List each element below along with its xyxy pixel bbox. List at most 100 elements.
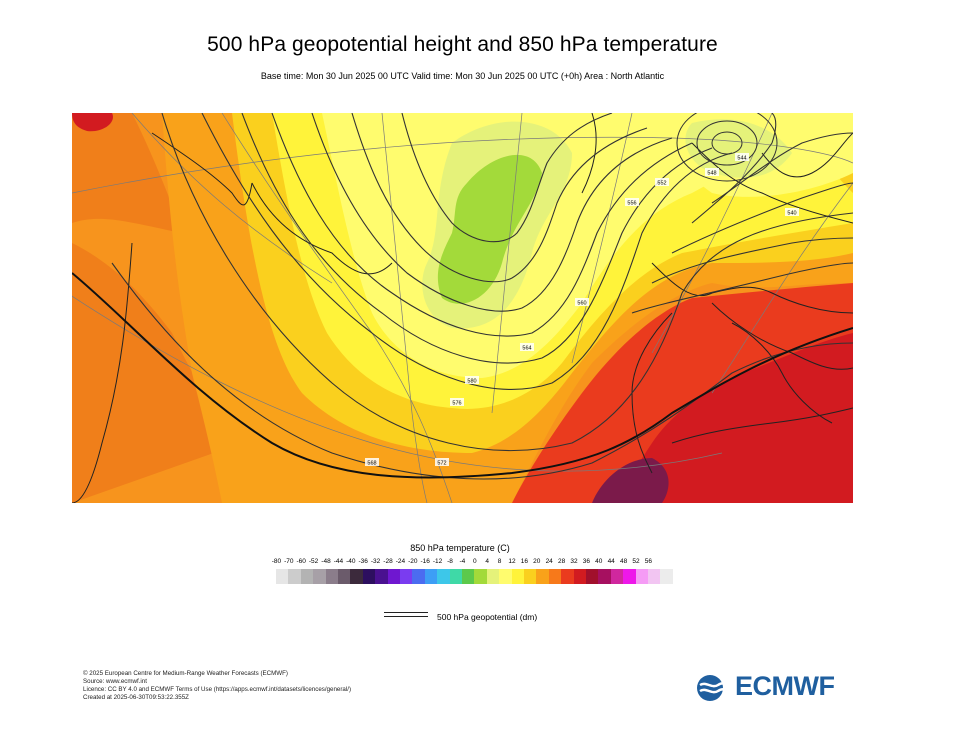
temp-field-20-24-nw <box>72 113 182 233</box>
legend-tick-label: -4 <box>459 558 466 565</box>
contour-value-label: 560 <box>575 298 589 307</box>
legend-swatch <box>276 569 289 584</box>
legend-tick-label: -28 <box>383 558 393 565</box>
legend-swatch <box>548 569 562 584</box>
legend-swatch <box>586 569 599 584</box>
legend-swatch <box>313 569 326 584</box>
legend-swatch <box>524 569 537 584</box>
contour-value-label: 576 <box>450 398 464 407</box>
legend-swatch <box>610 569 624 584</box>
legend-tick-label: -12 <box>432 558 443 565</box>
temp-field-pale-green-east <box>685 119 792 178</box>
contour-value-label: 580 <box>465 376 479 385</box>
temp-field-hot-nw <box>72 113 113 132</box>
svg-text:568: 568 <box>367 461 376 467</box>
legend-tick-label: 32 <box>570 558 578 565</box>
legend-tick-label: -44 <box>333 558 344 565</box>
legend-swatch <box>474 569 488 584</box>
legend-swatch <box>486 569 500 584</box>
legend-tick-label: 24 <box>545 558 553 565</box>
contour-value-label: 544 <box>735 153 749 162</box>
legend-swatch <box>462 569 475 584</box>
legend-tick-label: 28 <box>557 558 566 565</box>
svg-text:572: 572 <box>437 461 446 467</box>
chart-subtitle: Base time: Mon 30 Jun 2025 00 UTC Valid … <box>260 71 665 81</box>
legend-tick-label: -36 <box>358 558 368 565</box>
legend-swatch <box>350 569 364 584</box>
svg-text:556: 556 <box>627 201 636 207</box>
ecmwf-logo-icon <box>697 675 731 701</box>
legend-tick-label: 4 <box>485 558 489 565</box>
legend-swatch <box>375 569 388 584</box>
legend-swatch <box>623 569 636 584</box>
legend-swatch <box>511 569 525 584</box>
geopotential-legend-label: 500 hPa geopotential (dm) <box>437 612 538 622</box>
legend-tick-label: 48 <box>619 558 628 565</box>
legend-swatch <box>400 569 413 584</box>
svg-text:580: 580 <box>467 379 476 385</box>
legend-tick-label: 8 <box>497 558 502 565</box>
legend-tick-label: 36 <box>582 558 591 565</box>
legend-swatch <box>412 569 426 584</box>
legend-swatch <box>338 569 351 584</box>
geopotential-line-sample <box>384 612 428 617</box>
footer-copyright: © 2025 European Centre for Medium-Range … <box>83 670 288 677</box>
legend-swatch <box>573 569 587 584</box>
temp-field-32-36 <box>592 458 669 503</box>
legend-swatch <box>648 569 661 584</box>
contour-value-label: 572 <box>435 458 449 467</box>
legend-tick-label: -60 <box>296 558 306 565</box>
svg-text:576: 576 <box>452 401 461 407</box>
legend-tick-label: -40 <box>346 558 356 565</box>
legend-tick-label: 56 <box>644 558 653 565</box>
legend-tick-label: 16 <box>520 558 529 565</box>
legend-swatch <box>325 569 339 584</box>
legend-swatch <box>536 569 550 584</box>
svg-text:548: 548 <box>707 171 716 177</box>
contour-value-label: 552 <box>655 178 669 187</box>
legend-tick-label: -48 <box>321 558 331 565</box>
contour-value-label: 548 <box>705 168 719 177</box>
weather-map[interactable]: 580 576 572 568 564 560 556 552 548 544 540 <box>72 113 853 503</box>
temp-field-minus4-0 <box>437 154 542 304</box>
legend-tick-label: -70 <box>284 558 294 565</box>
legend-swatch <box>499 569 512 584</box>
svg-text:540: 540 <box>787 211 796 217</box>
legend-title: 850 hPa temperature (C) <box>410 543 510 553</box>
legend-swatch <box>387 569 401 584</box>
geopotential-contours <box>111 113 853 480</box>
legend-swatch <box>598 569 612 584</box>
legend-tick-label: -8 <box>447 558 453 565</box>
footer-created: Created at 2025-06-30T09:53:22.355Z <box>83 694 189 702</box>
chart-title: 500 hPa geopotential height and 850 hPa … <box>207 33 718 56</box>
ecmwf-logo-text: ECMWF <box>735 671 835 701</box>
legend-tick-label: -16 <box>420 558 430 565</box>
legend-swatch <box>288 569 302 584</box>
footer-source: Source: www.ecmwf.int <box>83 678 147 686</box>
temp-field-28-32 <box>617 333 853 503</box>
svg-text:560: 560 <box>577 301 586 307</box>
footer-licence: Licence: CC BY 4.0 and ECMWF Terms of Us… <box>83 686 352 694</box>
contour-value-label: 556 <box>625 198 639 207</box>
legend-tick-label: 44 <box>607 558 615 565</box>
legend-tick-label: 0 <box>472 558 477 565</box>
svg-text:544: 544 <box>737 156 746 162</box>
legend-tick-label: 40 <box>595 558 603 565</box>
svg-text:552: 552 <box>657 181 666 187</box>
map-canvas: 580 576 572 568 564 560 556 552 548 544 540 <box>72 113 853 503</box>
legend-tick-label: -20 <box>408 558 418 565</box>
contour-value-label: 568 <box>365 458 379 467</box>
legend-swatch <box>424 569 438 584</box>
legend-tick-label: -52 <box>308 558 319 565</box>
contour-value-label: 564 <box>520 343 534 352</box>
legend-swatch <box>362 569 376 584</box>
legend-tick-label: 20 <box>533 558 541 565</box>
legend-tick-label: 52 <box>632 558 640 565</box>
low-pressure-center <box>676 113 778 182</box>
legend-swatch <box>300 569 314 584</box>
legend-tick-label: 12 <box>508 558 516 565</box>
temp-field-20-24-west <box>72 243 242 503</box>
legend-tick-label: -80 <box>271 558 282 565</box>
contour-value-label: 540 <box>785 208 799 217</box>
legend-swatch <box>635 569 649 584</box>
